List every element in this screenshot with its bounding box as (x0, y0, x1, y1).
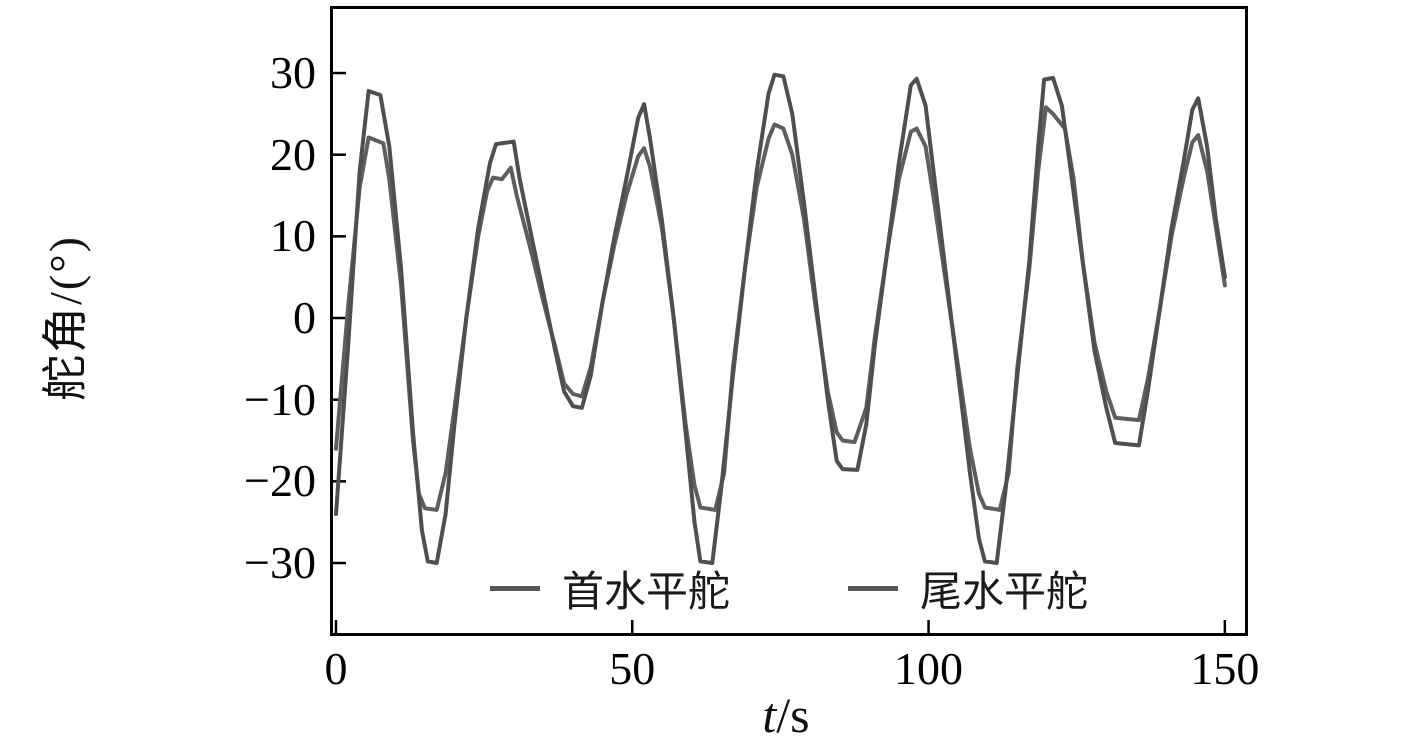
y-tick-label: −30 (244, 537, 316, 588)
plot-area: 首水平舵 尾水平舵 (330, 6, 1248, 636)
legend-entry-stern: 尾水平舵 (848, 558, 1088, 619)
x-tick-label: 50 (609, 643, 656, 694)
y-tick-label: 0 (293, 292, 316, 344)
legend-label: 首水平舵 (561, 570, 730, 616)
x-axis-variable: t (762, 687, 777, 743)
y-axis-title: 舵角/(°) (40, 235, 91, 401)
x-axis-title: t/s (762, 686, 809, 744)
legend-line-icon (489, 586, 540, 591)
y-tick-label: 30 (270, 47, 316, 99)
legend: 首水平舵 尾水平舵 (489, 558, 1088, 619)
x-tick-label: 0 (324, 643, 348, 694)
y-tick-label: 10 (270, 210, 316, 262)
x-tick-label: 150 (1190, 643, 1260, 694)
y-tick-label: −20 (244, 455, 316, 507)
x-tick-label: 100 (894, 643, 964, 694)
y-tick-label: −10 (244, 373, 316, 425)
legend-line-icon (848, 586, 898, 591)
plot-canvas (333, 71, 1227, 633)
x-axis-unit: /s (776, 687, 810, 743)
y-tick-label: 20 (270, 128, 316, 180)
legend-entry-bow: 首水平舵 (489, 558, 730, 619)
series-line-1 (334, 72, 1227, 565)
legend-label: 尾水平舵 (920, 570, 1089, 616)
